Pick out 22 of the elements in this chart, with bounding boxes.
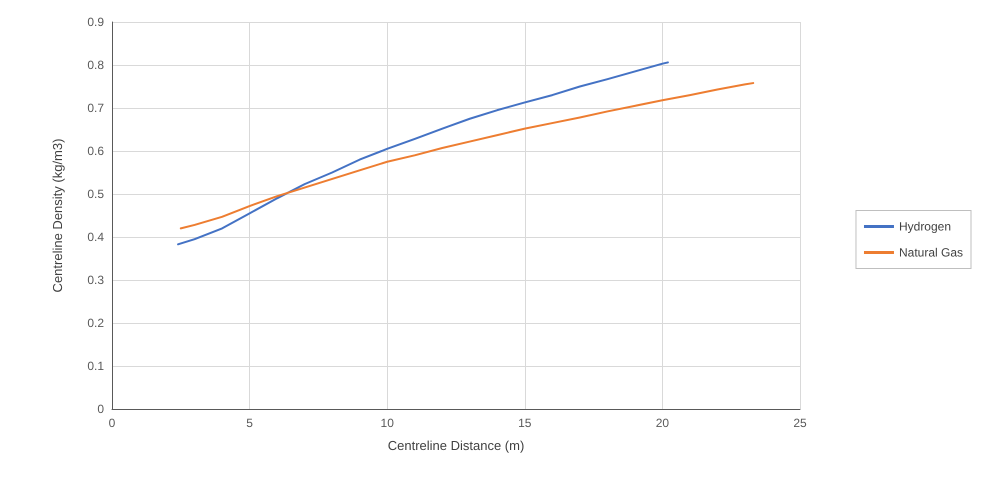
y-tick-label: 0.5 [87, 187, 104, 201]
line-series [177, 61, 669, 246]
y-tick-label: 0.1 [87, 359, 104, 373]
line-series [180, 82, 754, 230]
y-axis-title: Centreline Density (kg/m3) [50, 138, 65, 292]
y-tick-label: 0 [97, 402, 104, 416]
y-tick-label: 0.2 [87, 316, 104, 330]
legend-label: Hydrogen [898, 220, 952, 234]
x-tick-label: 20 [656, 416, 670, 430]
x-axis-title: Centreline Distance (m) [388, 438, 524, 453]
y-tick-label: 0.6 [87, 144, 104, 158]
x-tick-label: 10 [380, 416, 394, 430]
x-tick-label: 25 [793, 416, 807, 430]
y-tick-label: 0.9 [87, 15, 104, 29]
y-tick-label: 0.4 [87, 230, 104, 244]
y-tick-label: 0.7 [87, 101, 104, 115]
x-tick-label: 5 [246, 416, 254, 430]
x-tick-label: 15 [518, 416, 532, 430]
x-tick-label: 0 [108, 416, 116, 430]
y-tick-label: 0.3 [87, 273, 104, 287]
legend-label: Natural Gas [898, 246, 964, 260]
y-tick-label: 0.8 [87, 58, 104, 72]
